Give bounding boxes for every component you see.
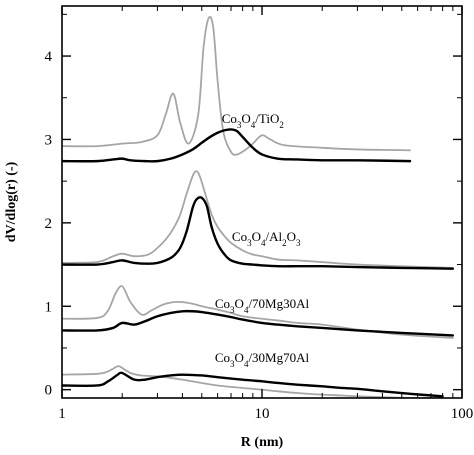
series-layer <box>62 15 455 398</box>
series-label-layer: Co3O4/TiO2 Co3O4/Al2O3 Co3O4/70Mg30Al Co3O4… <box>215 111 310 369</box>
plot-frame <box>61 5 463 399</box>
y-axis-title: dV/dlog(r) (-) <box>4 161 19 242</box>
x-tick-label: 1 <box>58 406 66 422</box>
y-tick-label: 4 <box>45 49 53 65</box>
series-line-3-gray <box>62 170 454 269</box>
series-line-2-black <box>62 128 412 163</box>
y-tick-label: 0 <box>45 383 53 399</box>
series-line-7-gray <box>62 365 444 398</box>
series-label-4: Co3O4/30Mg70Al <box>215 350 310 369</box>
series-label-2: Co3O4/Al2O3 <box>232 229 301 248</box>
series-line-5-gray <box>62 285 454 339</box>
series-line-1-gray <box>62 15 411 156</box>
x-tick-label: 100 <box>451 406 474 422</box>
series-label-3: Co3O4/70Mg30Al <box>215 296 310 315</box>
series-line-4-black <box>62 196 455 270</box>
x-tick-label: 10 <box>255 406 270 422</box>
x-axis-title: R (nm) <box>241 435 284 450</box>
series-label-1: Co3O4/TiO2 <box>222 111 284 130</box>
series-line-8-black <box>62 371 444 398</box>
y-tick-label: 1 <box>45 299 53 315</box>
series-line-6-black <box>62 309 455 337</box>
y-tick-label: 3 <box>45 132 53 148</box>
y-tick-label: 2 <box>45 216 53 232</box>
